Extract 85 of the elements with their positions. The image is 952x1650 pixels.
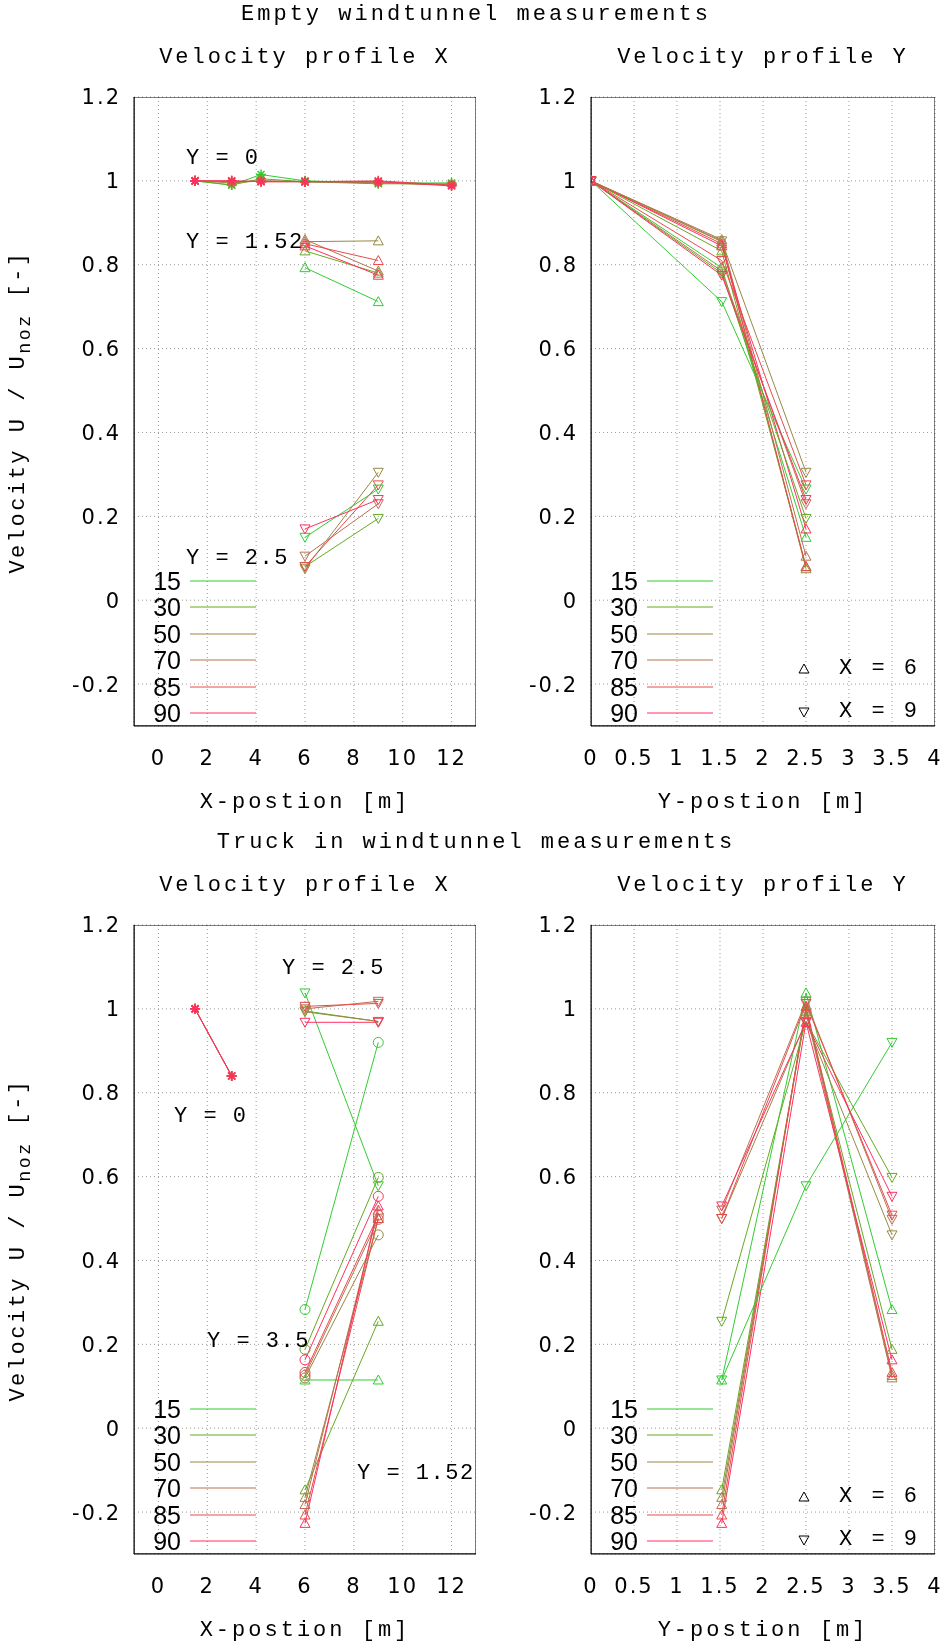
x-tick-label: 0 bbox=[150, 1573, 167, 1598]
y-tick-label: 0.4 bbox=[538, 1248, 578, 1273]
x-tick-label: 12 bbox=[436, 1573, 467, 1598]
chart-subtitle: Velocity profile Y bbox=[616, 873, 910, 898]
annotation: Y = 0 bbox=[186, 145, 260, 173]
x-tick-label: 1 bbox=[669, 1573, 685, 1598]
chart-title: Truck in windtunnel measurements bbox=[215, 830, 737, 855]
y-tick-label: 0.2 bbox=[538, 1332, 578, 1357]
y-tick-label: 0.8 bbox=[538, 1081, 578, 1106]
y-tick-label: 0.6 bbox=[538, 1165, 578, 1190]
y-tick-label: 0.2 bbox=[81, 1332, 121, 1357]
annotation: Y = 0 bbox=[174, 1103, 248, 1131]
x-tick-label: 0.5 bbox=[614, 1573, 654, 1598]
y-tick-label: -0.2 bbox=[529, 672, 578, 697]
chart-subtitle: Velocity profile X bbox=[158, 45, 452, 70]
legend-label: X = 9 bbox=[839, 1526, 921, 1554]
y-tick-label: 0.8 bbox=[81, 253, 121, 278]
annotation: Y = 3.5 bbox=[207, 1328, 310, 1356]
x-axis-title: Y-postion [m] bbox=[656, 790, 870, 815]
y-tick-label: 0.4 bbox=[81, 420, 121, 445]
x-tick-label: 1.5 bbox=[700, 745, 740, 770]
x-tick-label: 10 bbox=[387, 1573, 419, 1598]
x-tick-label: 4 bbox=[248, 745, 264, 770]
x-tick-label: 6 bbox=[297, 1573, 313, 1598]
legend-label: X = 6 bbox=[839, 655, 921, 683]
y-tick-label: 0.6 bbox=[81, 337, 121, 362]
x-tick-label: 0 bbox=[583, 1573, 599, 1598]
y-tick-label: 1 bbox=[562, 997, 578, 1022]
x-tick-label: 8 bbox=[346, 745, 362, 770]
y-tick-label: 0.8 bbox=[538, 253, 578, 278]
x-tick-label: 4 bbox=[927, 745, 943, 770]
legend-label: X = 6 bbox=[839, 1483, 921, 1511]
y-tick-label: -0.2 bbox=[529, 1500, 578, 1525]
chart-subtitle: Velocity profile Y bbox=[616, 45, 910, 70]
y-tick-label: -0.2 bbox=[72, 672, 121, 697]
y-tick-label: 0 bbox=[562, 588, 578, 613]
y-tick-label: 0.2 bbox=[538, 504, 578, 529]
x-tick-label: 3.5 bbox=[872, 745, 912, 770]
x-tick-label: 3 bbox=[841, 1573, 857, 1598]
y-tick-label: 1.2 bbox=[538, 85, 578, 110]
x-tick-label: 12 bbox=[436, 745, 467, 770]
y-tick-label: -0.2 bbox=[72, 1500, 121, 1525]
x-tick-label: 0.5 bbox=[614, 745, 654, 770]
x-tick-label: 3 bbox=[841, 745, 857, 770]
annotation: Y = 2.5 bbox=[186, 545, 289, 573]
x-tick-label: 10 bbox=[387, 745, 419, 770]
annotation: Y = 2.5 bbox=[282, 955, 385, 983]
x-tick-label: 8 bbox=[346, 1573, 362, 1598]
y-tick-label: 1 bbox=[105, 997, 121, 1022]
y-tick-label: 1.2 bbox=[81, 85, 121, 110]
chart-subtitle: Velocity profile X bbox=[158, 873, 452, 898]
y-tick-label: 0.6 bbox=[538, 337, 578, 362]
x-tick-label: 2 bbox=[755, 745, 771, 770]
x-axis-title: X-postion [m] bbox=[198, 790, 412, 815]
x-tick-label: 4 bbox=[248, 1573, 264, 1598]
x-tick-label: 2 bbox=[199, 1573, 215, 1598]
annotation: Y = 1.52 bbox=[186, 229, 304, 257]
y-tick-label: 0.6 bbox=[81, 1165, 121, 1190]
x-tick-label: 0 bbox=[150, 745, 167, 770]
y-tick-label: 0.4 bbox=[81, 1248, 121, 1273]
chart-title: Empty windtunnel measurements bbox=[240, 2, 712, 27]
x-tick-label: 4 bbox=[927, 1573, 943, 1598]
x-tick-label: 2 bbox=[199, 745, 215, 770]
x-tick-label: 6 bbox=[297, 745, 313, 770]
x-tick-label: 1 bbox=[669, 745, 685, 770]
legend-label: X = 9 bbox=[839, 698, 921, 726]
x-axis-title: Y-postion [m] bbox=[656, 1618, 870, 1643]
x-tick-label: 3.5 bbox=[872, 1573, 912, 1598]
y-tick-label: 0 bbox=[105, 588, 121, 613]
y-tick-label: 1.2 bbox=[81, 913, 121, 938]
y-tick-label: 0.2 bbox=[81, 504, 121, 529]
x-axis-title: X-postion [m] bbox=[198, 1618, 412, 1643]
y-tick-label: 0.4 bbox=[538, 420, 578, 445]
x-tick-label: 2 bbox=[755, 1573, 771, 1598]
x-tick-label: 2.5 bbox=[786, 745, 826, 770]
y-tick-label: 1 bbox=[562, 169, 578, 194]
x-tick-label: 2.5 bbox=[786, 1573, 826, 1598]
y-tick-label: 0 bbox=[562, 1416, 578, 1441]
x-tick-label: 1.5 bbox=[700, 1573, 740, 1598]
x-tick-label: 0 bbox=[583, 745, 599, 770]
y-tick-label: 0 bbox=[105, 1416, 121, 1441]
y-tick-label: 1 bbox=[105, 169, 121, 194]
y-tick-label: 0.8 bbox=[81, 1081, 121, 1106]
y-tick-label: 1.2 bbox=[538, 913, 578, 938]
annotation: Y = 1.52 bbox=[357, 1460, 475, 1488]
